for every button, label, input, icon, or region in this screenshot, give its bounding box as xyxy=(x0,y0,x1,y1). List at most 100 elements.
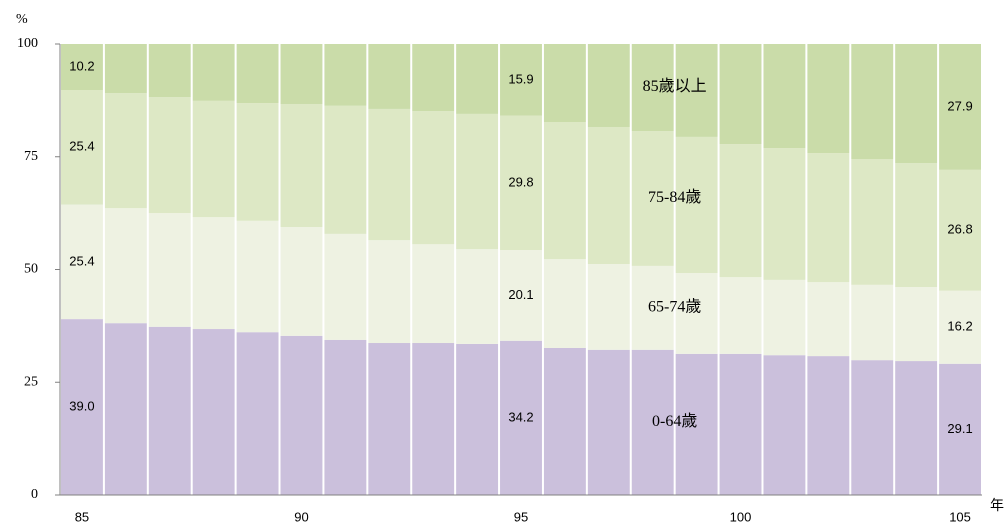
bar-segment xyxy=(851,360,894,495)
bar-segment xyxy=(412,244,455,344)
bar-segment xyxy=(631,131,674,266)
bar-segment xyxy=(368,108,411,241)
bar-segment xyxy=(939,169,981,291)
series-label: 0-64歲 xyxy=(652,412,697,430)
value-label: 27.9 xyxy=(947,98,972,113)
bar-segment xyxy=(807,153,850,283)
bar-segment xyxy=(675,273,718,354)
value-label: 34.2 xyxy=(508,409,533,424)
bar-segment xyxy=(368,44,411,109)
y-tick-label: 50 xyxy=(24,262,38,277)
bar-segment xyxy=(368,343,411,495)
bar-segment xyxy=(236,220,279,333)
x-tick-label: 85 xyxy=(75,509,89,524)
bar-segment xyxy=(280,103,323,228)
value-label: 25.4 xyxy=(69,139,94,154)
bar-segment xyxy=(543,347,586,495)
bar-segment xyxy=(939,290,981,364)
bar-segment xyxy=(104,44,147,94)
bar-segment xyxy=(851,44,894,160)
x-tick-label: 95 xyxy=(514,509,528,524)
bar-segment xyxy=(236,332,279,495)
bar-segment xyxy=(104,323,147,495)
bar-segment xyxy=(236,44,279,104)
bar-segment xyxy=(851,159,894,285)
y-tick-label: 0 xyxy=(31,487,38,502)
bar-segment xyxy=(631,265,674,350)
bar-segment xyxy=(807,282,850,357)
bar-segment xyxy=(851,284,894,361)
bar-segment xyxy=(148,326,191,495)
bar-segment xyxy=(631,44,674,132)
bar-segment xyxy=(895,163,938,288)
bar-segment xyxy=(719,144,762,278)
bar-segment xyxy=(61,204,103,320)
y-tick-label: 100 xyxy=(17,36,38,51)
bar-segment xyxy=(807,44,850,154)
bar-segment xyxy=(587,44,630,127)
bar-segment xyxy=(192,100,235,218)
bar-segment xyxy=(412,111,455,245)
bar-segment xyxy=(543,122,586,260)
bar-segment xyxy=(500,44,542,116)
bar-segment xyxy=(456,44,499,114)
value-label: 15.9 xyxy=(508,71,533,86)
bar-segment xyxy=(456,249,499,344)
bar-segment xyxy=(412,343,455,495)
bar-segment xyxy=(148,213,191,327)
bar-segment xyxy=(587,126,630,265)
bar-segment xyxy=(763,279,806,356)
bar-segment xyxy=(675,136,718,274)
bar-segment xyxy=(61,319,103,495)
bar-segment xyxy=(587,264,630,350)
bar-segment xyxy=(104,208,147,324)
bar-segment xyxy=(236,103,279,221)
x-axis-title: 年 xyxy=(990,498,1004,514)
value-label: 26.8 xyxy=(947,222,972,237)
value-label: 29.1 xyxy=(947,421,972,436)
value-label: 20.1 xyxy=(508,287,533,302)
bar-segment xyxy=(543,259,586,348)
value-label: 16.2 xyxy=(947,319,972,334)
bar-segment xyxy=(675,353,718,495)
bar-segment xyxy=(192,329,235,495)
bar-segment xyxy=(456,343,499,495)
bar-segment xyxy=(763,44,806,149)
series-label: 75-84歲 xyxy=(648,188,701,206)
bar-segment xyxy=(719,44,762,145)
bar-segment xyxy=(192,217,235,330)
bar-segment xyxy=(500,250,542,341)
bar-segment xyxy=(324,105,367,234)
value-label: 29.8 xyxy=(508,174,533,189)
bar-segment xyxy=(587,349,630,495)
y-tick-label: 25 xyxy=(24,374,38,389)
value-label: 10.2 xyxy=(69,58,94,73)
bar-segment xyxy=(763,148,806,280)
bar-segment xyxy=(148,44,191,98)
bar-segment xyxy=(61,90,103,205)
x-tick-label: 90 xyxy=(294,509,308,524)
bar-segment xyxy=(324,339,367,495)
x-tick-label: 105 xyxy=(949,509,971,524)
bar-segment xyxy=(895,287,938,362)
bar-segment xyxy=(675,44,718,137)
bar-segment xyxy=(939,363,981,495)
bar-segment xyxy=(280,335,323,495)
bar-segment xyxy=(148,97,191,214)
bar-segment xyxy=(368,240,411,344)
bar-segment xyxy=(939,44,981,170)
series-label: 65-74歲 xyxy=(648,298,701,316)
bar-segment xyxy=(61,44,103,91)
y-tick-label: 75 xyxy=(24,149,38,164)
bar-segment xyxy=(500,340,542,495)
bar-segment xyxy=(104,93,147,209)
bar-segment xyxy=(543,44,586,123)
bar-segment xyxy=(500,115,542,251)
bar-segment xyxy=(324,44,367,106)
bar-segment xyxy=(895,44,938,164)
y-axis-title: % xyxy=(16,12,28,27)
bar-segment xyxy=(719,277,762,354)
bar-segment xyxy=(719,353,762,495)
bar-segment xyxy=(280,44,323,104)
